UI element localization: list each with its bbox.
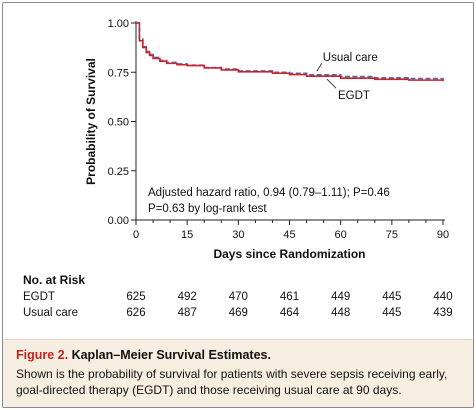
series-label-egdt: EGDT: [338, 90, 370, 102]
y-axis-title: Probability of Survival: [84, 58, 98, 185]
y-tick-label: 1.00: [108, 18, 129, 30]
figure-title: Kaplan–Meier Survival Estimates.: [71, 348, 271, 362]
series-line-usual-care: [136, 22, 444, 80]
usual-care-leader: [316, 63, 323, 72]
chart-axes: 0 15 30 45 60 75 90 0.00 0.25 0.50 0.75 1.00: [108, 18, 450, 241]
series-label-usual-care: Usual care: [323, 52, 378, 64]
x-tick-label: 90: [437, 229, 449, 241]
annotation-hazard-ratio: Adjusted hazard ratio, 0.94 (0.79–1.11);…: [148, 187, 390, 199]
chart-labels: Days since Randomization Probability of S…: [84, 52, 390, 261]
x-tick-label: 60: [335, 229, 347, 241]
survival-curves: [136, 22, 444, 82]
x-tick-label: 45: [283, 229, 295, 241]
annotation-log-rank: P=0.63 by log-rank test: [148, 203, 267, 215]
x-tick-label: 30: [232, 229, 244, 241]
figure-number: Figure 2.: [16, 348, 69, 362]
y-tick-label: 0.50: [108, 117, 129, 129]
x-tick-label: 15: [181, 229, 193, 241]
x-axis-title: Days since Randomization: [213, 247, 365, 261]
y-tick-label: 0.25: [108, 166, 129, 178]
x-tick-label: 75: [386, 229, 398, 241]
series-line-egdt: [136, 22, 444, 82]
y-tick-label: 0.75: [108, 67, 129, 79]
caption-body: Shown is the probability of survival for…: [16, 367, 448, 397]
figure-caption: Figure 2. Kaplan–Meier Survival Estimate…: [3, 339, 473, 407]
y-tick-label: 0.00: [108, 215, 129, 227]
x-tick-label: 0: [133, 229, 139, 241]
survival-chart: 0 15 30 45 60 75 90 0.00 0.25 0.50 0.75 1.00 Days s…: [84, 18, 450, 261]
egdt-leader: [326, 78, 337, 89]
caption-title-line: Figure 2. Kaplan–Meier Survival Estimate…: [16, 348, 271, 362]
